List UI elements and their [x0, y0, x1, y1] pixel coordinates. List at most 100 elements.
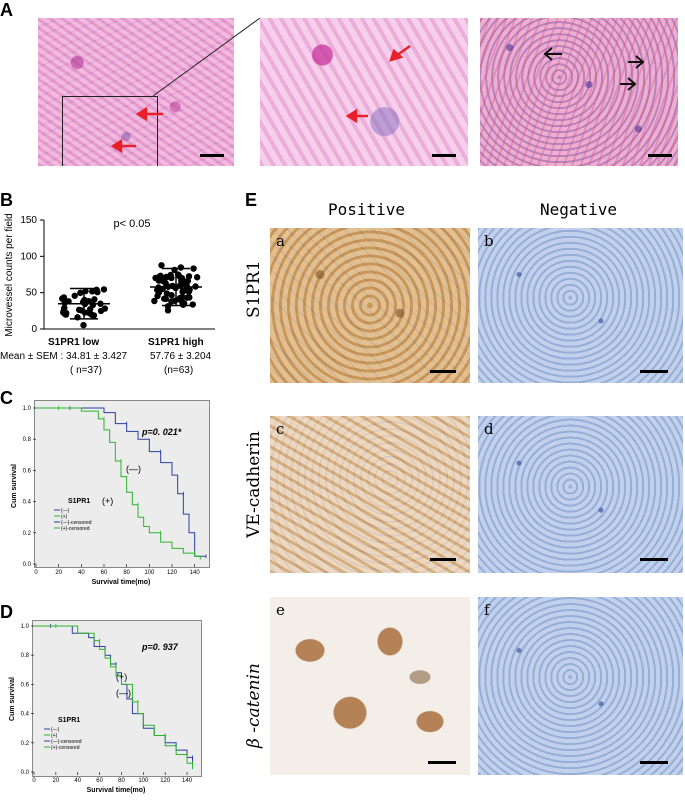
group-low-n: ( n=37) [70, 365, 102, 376]
p-value: p=0. 021* [141, 427, 182, 437]
data-point [97, 307, 105, 315]
data-point [71, 292, 78, 299]
legend-item: (+) [51, 733, 58, 739]
group-high-n: (n=63) [164, 365, 194, 376]
inset-box [62, 96, 158, 166]
p-value: p=0. 937 [141, 642, 179, 652]
ihc-image-b: b [478, 228, 683, 383]
data-point [65, 298, 72, 305]
data-point [178, 274, 186, 282]
y-tick-label: 50 [26, 288, 38, 299]
x-tick-label: 60 [96, 778, 103, 784]
data-point [190, 265, 197, 272]
y-tick-label: 0.6 [21, 682, 30, 688]
data-point [100, 286, 108, 293]
scale-bar [200, 154, 224, 157]
data-point [177, 264, 185, 271]
ihc-image-f: f [478, 597, 683, 775]
inset-connector-lines [152, 18, 261, 97]
y-tick-label: 0.8 [23, 437, 32, 443]
row-label-beta-catenin: β -catenin [244, 663, 264, 748]
y-tick-label: 0.4 [23, 500, 32, 506]
ihc-image-a: a [270, 228, 470, 383]
x-tick-label: 80 [118, 778, 125, 784]
y-tick-label: 0.2 [23, 531, 32, 537]
p-value: p< 0.05 [113, 218, 150, 230]
y-axis-label: Cum survival [9, 677, 16, 721]
data-point [86, 306, 94, 313]
km-line-positive [34, 625, 194, 770]
data-point [157, 272, 164, 280]
mean-sem-prefix: Mean ± SEM : [0, 351, 64, 362]
data-point [167, 271, 174, 279]
x-tick-label: 100 [138, 778, 149, 784]
ihc-image-d: d [478, 416, 683, 573]
y-axis-label: Cum survival [11, 464, 18, 508]
scale-bar [648, 154, 672, 157]
panel-a-label: A [0, 0, 13, 20]
label-negative: (—) [126, 464, 141, 474]
scale-bar [640, 558, 668, 561]
y-tick-label: 0.0 [23, 562, 32, 568]
y-tick-label: 0.0 [21, 770, 30, 776]
label-negative: (—) [116, 688, 131, 698]
legend-item: (—) [51, 727, 60, 733]
data-point [75, 306, 83, 313]
group-low-mean-sem: 34.81 ± 3.427 [66, 351, 128, 362]
x-tick-label: 100 [144, 570, 155, 576]
y-tick-label: 100 [20, 251, 37, 262]
panel-c-km-curve: 0.0 0.2 0.4 0.6 0.8 1.0 0 20 40 60 80 100 120 140 Surv… [11, 406, 207, 586]
sub-label-e: e [276, 601, 285, 619]
x-axis-label: Survival time(mo) [92, 579, 151, 586]
x-tick-label: 40 [74, 778, 81, 784]
group-high-mean-sem: 57.76 ± 3.204 [150, 351, 212, 362]
legend-item: (+)-censored [51, 745, 80, 751]
ihc-image-e: e [270, 597, 470, 775]
legend-item: (—) [61, 508, 70, 514]
panel-d-label: D [0, 602, 13, 622]
data-point [151, 297, 158, 305]
data-point [90, 312, 98, 319]
y-tick-label: 1.0 [21, 624, 30, 630]
panel-d-km-curve: 0.0 0.2 0.4 0.6 0.8 1.0 0 20 40 60 80 100 120 140 Surv… [9, 624, 194, 794]
data-point [189, 301, 196, 308]
data-point [159, 277, 167, 285]
x-tick-label: 140 [190, 570, 201, 576]
x-tick-label: 80 [123, 570, 130, 576]
group-low-name: S1PR1 low [48, 337, 100, 348]
x-tick-label: 20 [53, 778, 60, 784]
data-point [91, 296, 98, 303]
data-point [80, 321, 87, 329]
sub-label-a: a [276, 232, 285, 250]
legend-title: S1PR1 [58, 717, 80, 724]
scale-bar [432, 154, 456, 157]
data-point [62, 309, 70, 317]
sub-label-f: f [484, 601, 490, 619]
panel-b-scatter: 0 50 100 150 Microvessel counts per field p… [4, 213, 215, 337]
y-tick-label: 1.0 [23, 406, 32, 412]
row-label-s1pr1: S1PR1 [244, 260, 264, 318]
data-point [186, 286, 193, 293]
data-point [164, 303, 172, 310]
red-arrows [110, 106, 163, 154]
x-tick-label: 0 [32, 778, 36, 784]
scale-bar [640, 370, 668, 373]
data-point [168, 298, 175, 305]
legend-item: (+) [61, 514, 68, 520]
sub-label-c: c [276, 420, 285, 438]
x-tick-label: 0 [34, 570, 38, 576]
data-point [184, 294, 191, 301]
x-tick-label: 60 [101, 570, 108, 576]
data-point [93, 286, 100, 293]
y-tick-label: 150 [20, 215, 37, 226]
x-tick-label: 120 [160, 778, 171, 784]
x-tick-label: 140 [182, 778, 193, 784]
data-point [179, 294, 186, 301]
black-arrows [543, 47, 645, 91]
he-image-inset-magnified [260, 18, 468, 166]
y-tick-label: 0.6 [23, 468, 32, 474]
red-arrows [345, 44, 411, 124]
label-positive: (+) [102, 496, 113, 506]
y-tick-label: 0.4 [21, 712, 30, 718]
y-tick-label: 0 [31, 324, 37, 335]
